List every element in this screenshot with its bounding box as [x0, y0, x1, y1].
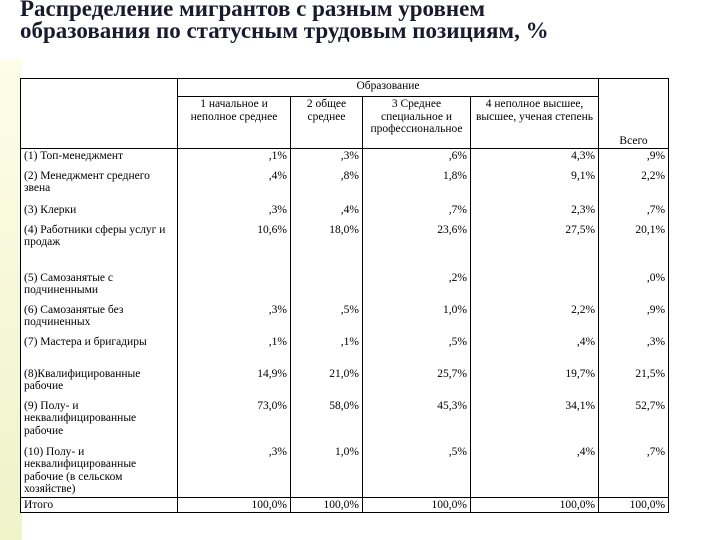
cell-value: ,7%	[598, 444, 670, 497]
table-row: (10) Полу- и неквалифицированные рабочие…	[20, 444, 670, 497]
table-row: (8)Квалифицированные рабочие 14,9% 21,0% 25…	[20, 366, 670, 399]
cell-value: ,3%	[177, 444, 291, 497]
cell-value: 21,0%	[290, 366, 363, 399]
table-row: (3) Клерки ,3% ,4% ,7% 2,3% ,7%	[20, 202, 670, 223]
cell-value: ,5%	[362, 334, 471, 367]
cell-value: ,4%	[177, 168, 291, 203]
cell-value: 14,9%	[177, 366, 291, 399]
row-label: (3) Клерки	[20, 202, 178, 223]
cell-value: ,3%	[290, 148, 363, 169]
cell-value: 34,1%	[469, 398, 600, 445]
row-label: (4) Работники сферы услуг и продаж	[20, 222, 178, 271]
cell-value: ,6%	[362, 148, 471, 169]
cell-value: 1,0%	[362, 302, 471, 335]
cell-value: 52,7%	[598, 398, 670, 445]
cell-value: 25,7%	[362, 366, 471, 399]
cell-value: 9,1%	[469, 168, 600, 203]
cell-value: 2,2%	[598, 168, 670, 203]
cell-value: ,5%	[290, 302, 363, 335]
row-label: (1) Топ-менеджмент	[20, 148, 178, 169]
cell-value: ,2%	[362, 270, 471, 303]
column-header: 2 общее среднее	[290, 96, 363, 149]
table-row: (9) Полу- и неквалифицированные рабочие 7…	[20, 398, 670, 445]
table-row: (5) Самозанятые с подчиненными ,2% ,0%	[20, 270, 670, 303]
row-label: (2) Менеджмент среднего звена	[20, 168, 178, 203]
title-line: Распределение мигрантов с разным уровнем	[20, 0, 486, 21]
cell-value: ,3%	[177, 302, 291, 335]
cell-value: 1,8%	[362, 168, 471, 203]
cell-value: ,0%	[598, 270, 670, 303]
cell-value: 21,5%	[598, 366, 670, 399]
table-row: (2) Менеджмент среднего звена ,4% ,8% 1,8% 9…	[20, 168, 670, 203]
cell-value: ,8%	[290, 168, 363, 203]
cell-value: 1,0%	[290, 444, 363, 497]
table-row: (1) Топ-менеджмент ,1% ,3% ,6% 4,3% ,9%	[20, 148, 670, 169]
cell-value: 100,0%	[362, 496, 471, 513]
title-line: образования по статусным трудовым позици…	[20, 18, 549, 43]
row-label: (5) Самозанятые с подчиненными	[20, 270, 178, 303]
cell-value: ,4%	[290, 202, 363, 223]
cell-value: 73,0%	[177, 398, 291, 445]
cell-value: ,4%	[469, 334, 600, 367]
cell-value: ,3%	[598, 334, 670, 367]
cell-value: ,9%	[598, 302, 670, 335]
cell-value: 27,5%	[469, 222, 600, 271]
cell-value: 100,0%	[598, 496, 670, 513]
row-label: (8)Квалифицированные рабочие	[20, 366, 178, 399]
table-row: Итого 100,0% 100,0% 100,0% 100,0% 100,0%	[20, 496, 670, 513]
row-label: (6) Самозанятые без подчиненных	[20, 302, 178, 335]
cell-value: ,5%	[362, 444, 471, 497]
empty-cell	[290, 270, 363, 303]
row-label: Итого	[20, 496, 178, 513]
header-cell	[598, 78, 670, 97]
row-label: (7) Мастера и бригадиры	[20, 334, 178, 367]
table-row: (7) Мастера и бригадиры ,1% ,1% ,5% ,4% ,3%	[20, 334, 670, 367]
cell-value: ,4%	[469, 444, 600, 497]
cell-value: 2,3%	[469, 202, 600, 223]
cell-value: 4,3%	[469, 148, 600, 169]
decor-bar	[0, 60, 22, 540]
cell-value: ,7%	[598, 202, 670, 223]
group-header: Образование	[176, 78, 600, 97]
cell-value: 23,6%	[362, 222, 471, 271]
data-table: Образование 1 начальное и неполное средн…	[20, 78, 670, 513]
cell-value: 20,1%	[598, 222, 670, 271]
cell-value: 100,0%	[469, 496, 600, 513]
cell-value: 100,0%	[290, 496, 363, 513]
table-row: (6) Самозанятые без подчиненных ,3% ,5% 1,0…	[20, 302, 670, 335]
cell-value: 45,3%	[362, 398, 471, 445]
column-header: Всего	[598, 96, 670, 149]
cell-value: 19,7%	[469, 366, 600, 399]
title: Распределение мигрантов с разным уровнем…	[20, 0, 549, 42]
row-label: (10) Полу- и неквалифицированные рабочие…	[20, 444, 178, 497]
cell-value: 58,0%	[290, 398, 363, 445]
cell-value: ,1%	[177, 148, 291, 169]
table-row: (4) Работники сферы услуг и продаж 10,6% 1…	[20, 222, 670, 271]
cell-value: ,1%	[290, 334, 363, 367]
empty-cell	[469, 270, 600, 303]
empty-cell	[177, 270, 291, 303]
cell-value: 10,6%	[177, 222, 291, 271]
corner-cell	[20, 78, 178, 149]
cell-value: 2,2%	[469, 302, 600, 335]
cell-value: ,9%	[598, 148, 670, 169]
column-header: 1 начальное и неполное среднее	[177, 96, 291, 149]
cell-value: 100,0%	[177, 496, 291, 513]
row-label: (9) Полу- и неквалифицированные рабочие	[20, 398, 178, 445]
cell-value: ,1%	[177, 334, 291, 367]
column-header: 4 неполное высшее, высшее, ученая степен…	[469, 96, 600, 149]
cell-value: 18,0%	[290, 222, 363, 271]
cell-value: ,7%	[362, 202, 471, 223]
column-header: 3 Среднее специальное и профессиональное	[362, 96, 471, 149]
cell-value: ,3%	[177, 202, 291, 223]
